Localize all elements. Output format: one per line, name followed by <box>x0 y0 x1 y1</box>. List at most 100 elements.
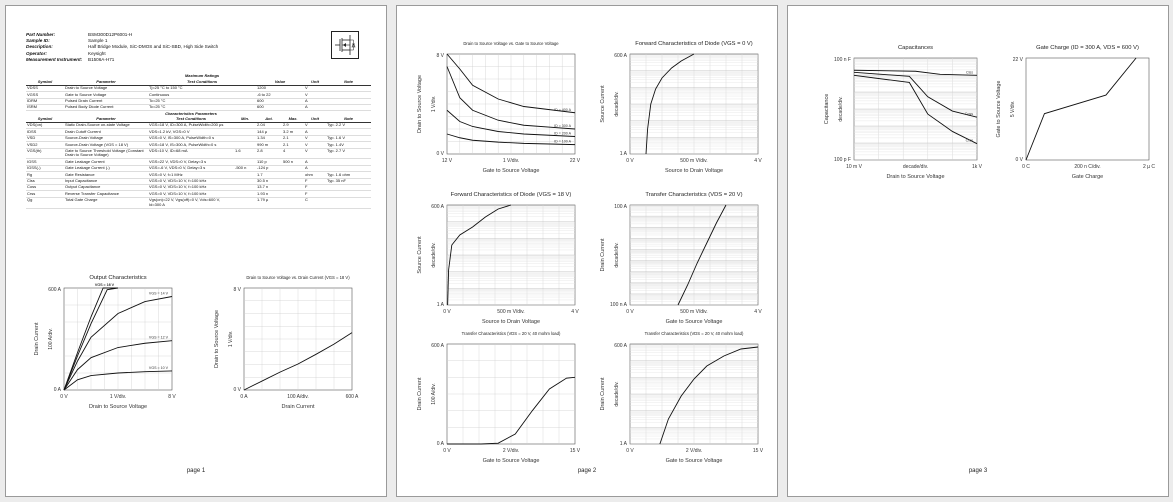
table-cell <box>234 128 257 136</box>
table-cell: Max. <box>282 116 305 123</box>
table-cell: Reverse Transfer Capacitance <box>64 190 148 198</box>
table-cell: A <box>304 104 327 112</box>
chart-diode-forward-vgs18: Forward Characteristics of Diode (VGS = … <box>409 187 589 335</box>
table-row: Coss Output Capacitance VGS=0 V, VDS=10 V,… <box>26 184 372 192</box>
meta-key: Part Number: <box>26 32 56 37</box>
table-cell: IDSS <box>26 128 64 136</box>
table-cell: Tj=25 °C to 150 °C <box>148 85 257 93</box>
chart-title: Output Characteristics <box>89 275 146 281</box>
y-axis-label: Source Current <box>600 85 606 123</box>
table-cell: ohm <box>304 171 327 179</box>
table-cell: VGS=0 V, f=1 MHz <box>148 171 234 179</box>
table-row: IGSS(-) Gate Leakage Current (-) VGS=-6 V,… <box>26 165 372 173</box>
y-tick-label: 22 V <box>1013 57 1024 63</box>
series-label: ID = 200 A <box>554 132 571 136</box>
y-axis-label: Drain Current <box>34 322 40 355</box>
series-line <box>446 133 576 146</box>
chart-transfer-linear: Transfer Characteristics (VDS = 20 V, 40… <box>409 326 589 474</box>
table-cell <box>282 165 305 173</box>
meta-key: Measurement Instrument: <box>26 56 83 62</box>
y-tick-label: 600 A <box>431 343 444 349</box>
table-cell: VGS=0 V, VDS=10 V, f=100 kHz <box>148 190 234 198</box>
chart-diode-forward-vgs0: Forward Characteristics of Diode (VGS = … <box>592 36 772 184</box>
series-label: ID = 100 A <box>554 140 571 144</box>
x-axis-label: Source to Drain Voltage <box>665 168 723 174</box>
y-tick-label: 0 V <box>1015 157 1023 163</box>
y-division-label: 1 V/div. <box>431 96 437 112</box>
meta-row: Sample ID: Sample 1 <box>26 38 218 44</box>
table-cell: Min. <box>234 116 257 123</box>
table-cell: C <box>304 197 327 209</box>
table-cell: Tc=25 °C <box>148 98 257 105</box>
y-tick-label: 0 A <box>54 387 62 393</box>
x-tick-label: 2 V/div. <box>686 448 702 454</box>
document-metadata: Part Number: BSM300D12P6001-H Sample ID: Sa… <box>26 32 218 63</box>
series-line <box>63 340 173 391</box>
table-cell: Maximum Ratings <box>184 74 220 79</box>
chart-title: Gate Charge (ID = 300 A, VDS = 600 V) <box>1036 45 1139 51</box>
table-cell: V <box>304 91 327 99</box>
x-tick-label: 1 V/div. <box>503 158 519 164</box>
x-tick-label: 200 n C/div. <box>1074 164 1100 170</box>
series-line <box>446 109 576 137</box>
x-tick-label: 4 V <box>754 309 762 315</box>
table-cell: V <box>304 122 327 130</box>
table-cell: Symbol <box>26 116 64 123</box>
table-cell: Value <box>256 79 305 86</box>
x-tick-label: 4 V <box>754 158 762 164</box>
table-cell: 600 <box>256 104 305 112</box>
table-row: VGSS Gate to Source Voltage Continuous -6 t… <box>26 91 372 99</box>
table-cell <box>282 190 305 198</box>
table-cell: VDSS <box>26 85 64 93</box>
x-axis-label: Gate Charge <box>1072 174 1104 180</box>
series-line <box>677 204 727 306</box>
chart-title: Transfer Characteristics (VDS = 20 V, 40… <box>645 331 744 336</box>
x-axis-label: Gate to Source Voltage <box>666 319 723 325</box>
table-cell <box>326 85 372 93</box>
table-cell: 990 m <box>256 141 283 149</box>
page-number: page 3 <box>968 468 988 474</box>
table-cell: Typ. 1.4V <box>326 141 372 149</box>
table-cell: 30.5 n <box>256 178 283 185</box>
series-line <box>447 376 576 445</box>
table-cell: F <box>304 190 327 198</box>
table-cell: VGS=18 V, ID=300 A, PulseWidth=200 µs <box>148 122 234 130</box>
table-cell: Unit <box>304 116 327 123</box>
table-cell: IDRM <box>26 98 64 105</box>
table-cell: 2.04 <box>256 122 283 130</box>
table-cell: Pulsed Body Diode Current <box>64 104 148 112</box>
table-cell: Continuous <box>148 91 257 99</box>
y-tick-label: 8 V <box>233 287 241 293</box>
page-1: Part Number: BSM300D12P6001-H Sample ID: Sa… <box>5 5 387 497</box>
series-line <box>63 287 119 391</box>
series-line <box>243 332 353 391</box>
table-cell: Qg <box>26 197 64 209</box>
x-axis-label: Drain to Source Voltage <box>89 404 147 410</box>
series-label: VGS = 16 V <box>95 283 115 287</box>
y-axis-label: Drain to Source Voltage <box>417 75 423 133</box>
x-tick-label: 0 V <box>60 394 68 400</box>
table-cell: Parameter <box>64 116 148 123</box>
table-cell: IGSS(-) <box>26 165 64 173</box>
meta-row: Operator: Keysight <box>26 51 218 57</box>
y-division-label: decade/div. <box>614 242 620 267</box>
table-row: IDRM Pulsed Drain Current Tc=25 °C 600 A <box>26 98 372 105</box>
series-line <box>645 53 695 155</box>
series-line <box>853 71 978 118</box>
series-line <box>446 53 576 114</box>
table-cell: 2.1 <box>282 141 305 149</box>
table-cell: Ciss <box>26 178 64 185</box>
table-cell: V <box>304 148 327 160</box>
meta-key: Description: <box>26 44 53 50</box>
table-cell: Drain Cutoff Current <box>64 128 148 136</box>
series-line <box>659 346 759 445</box>
table-cell: VSD2 <box>26 141 64 149</box>
table-row: Ciss Input Capacitance VGS=0 V, VDS=10 V, … <box>26 178 372 185</box>
table-row: VGS(th) Gate to Source Threshold Voltage … <box>26 148 372 160</box>
series-label: ID = 400 A <box>554 108 571 112</box>
table-row: Qg Total Gate Charge Vgs(on)=22 V, Vgs(off… <box>26 197 372 209</box>
table-cell: 1200 <box>256 85 305 93</box>
table-cell: Gate Resistance <box>64 171 148 179</box>
table-cell: Gate to Source Threshold Voltage (Consta… <box>64 148 148 160</box>
y-axis-label: Drain to Source Voltage <box>214 310 220 368</box>
